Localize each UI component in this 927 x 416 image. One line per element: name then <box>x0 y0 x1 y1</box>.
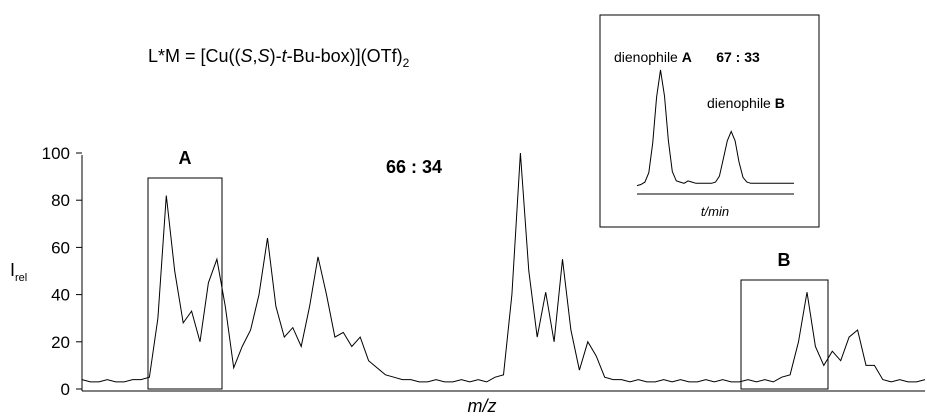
y-ticks: 0 20 40 60 80 100 <box>42 144 82 399</box>
box-b <box>740 279 829 390</box>
inset-label-b-letter: B <box>775 95 785 111</box>
formula-s2: S <box>258 46 270 66</box>
formula-t: t <box>282 46 288 66</box>
y-tick-label: 20 <box>51 333 70 352</box>
y-tick-label: 40 <box>51 286 70 305</box>
box-a-label: A <box>179 148 192 168</box>
y-axis-label-main: I <box>10 260 15 280</box>
formula-lhs: L*M = [Cu(( <box>148 46 241 66</box>
inset-label-a-letter: A <box>682 49 692 65</box>
y-axis-label-sub: rel <box>15 272 27 284</box>
y-tick-label: 80 <box>51 191 70 210</box>
y-tick-label: 60 <box>51 238 70 257</box>
y-tick-label: 100 <box>42 144 70 163</box>
formula-s1: S <box>241 46 253 66</box>
main-ratio: 66 : 34 <box>386 157 442 177</box>
spectrum-line <box>81 152 926 383</box>
inset-label-a-prefix: dienophile <box>614 49 682 65</box>
ligand-formula: L*M = [Cu((S,S)-t-Bu-box)](OTf)2 <box>148 46 410 70</box>
chromatogram-line <box>636 69 794 187</box>
box-b-label: B <box>778 250 791 270</box>
box-a <box>147 177 223 390</box>
inset-label-a: dienophile A <box>614 49 692 65</box>
inset-label-b-prefix: dienophile <box>707 95 775 111</box>
y-tick-label: 0 <box>61 380 70 399</box>
formula-sub: 2 <box>403 56 410 70</box>
y-axis-label: Irel <box>10 260 27 284</box>
inset-box <box>599 14 820 228</box>
formula-comma: , <box>253 46 258 66</box>
formula-mid1: )- <box>270 46 282 66</box>
inset-x-axis-label: t/min <box>701 204 729 219</box>
inset-label-b: dienophile B <box>707 95 785 111</box>
x-axis-label: m/z <box>468 396 497 416</box>
formula-mid2: -Bu-box)](OTf) <box>287 46 403 66</box>
inset-ratio: 67 : 33 <box>716 49 760 65</box>
